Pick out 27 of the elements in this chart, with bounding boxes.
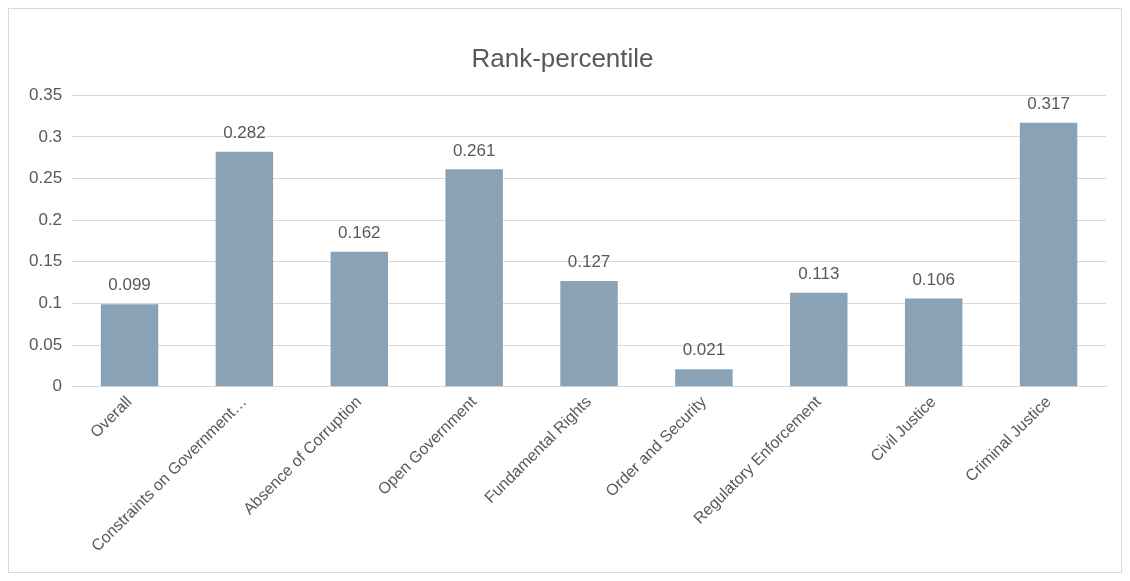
- data-label: 0.106: [912, 269, 955, 289]
- y-tick-label: 0: [52, 376, 63, 396]
- bar: [1019, 122, 1078, 387]
- data-label: 0.021: [682, 340, 726, 360]
- bar: [330, 251, 389, 387]
- bar: [675, 369, 733, 387]
- y-tick-label: 0.2: [38, 209, 63, 229]
- bar: [790, 292, 848, 387]
- y-tick-label: 0.1: [38, 293, 63, 313]
- y-tick-label: 0.15: [28, 251, 63, 271]
- bar: [560, 280, 618, 387]
- y-tick-label: 0.3: [38, 126, 63, 146]
- y-tick-label: 0.05: [28, 334, 63, 354]
- bar: [215, 151, 274, 387]
- data-label: 0.317: [1027, 93, 1070, 113]
- bar: [904, 298, 963, 387]
- y-tick-label: 0.25: [28, 168, 63, 188]
- data-label: 0.162: [338, 223, 381, 242]
- data-label: 0.261: [452, 140, 496, 160]
- data-label: 0.127: [567, 252, 611, 272]
- y-tick-label: 0.35: [28, 84, 63, 104]
- bar: [100, 304, 159, 387]
- data-label: 0.282: [223, 123, 266, 143]
- bar: [445, 169, 503, 387]
- data-label: 0.099: [108, 275, 151, 295]
- data-label: 0.113: [798, 263, 840, 283]
- chart-title: Rank-percentile: [471, 42, 654, 73]
